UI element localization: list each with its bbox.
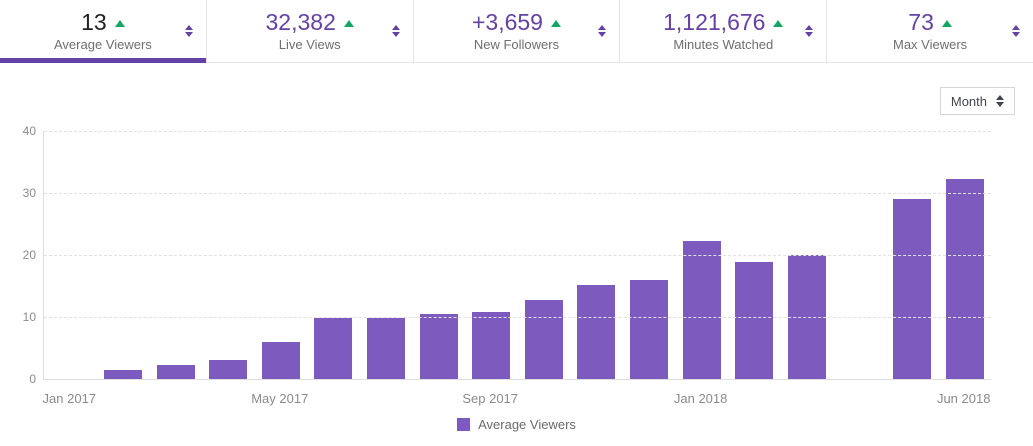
bar[interactable] <box>419 313 458 379</box>
bar-slot <box>570 131 623 379</box>
stat-value: 32,382 <box>265 8 336 35</box>
bar[interactable] <box>209 360 248 379</box>
stat-value-row: 73 <box>908 10 952 34</box>
y-axis-label: 10 <box>22 310 36 324</box>
bar-slot <box>886 131 939 379</box>
x-axis-label: Jun 2018 <box>936 391 991 406</box>
sort-icon[interactable] <box>598 25 607 37</box>
stat-tab[interactable]: 32,382 Live Views <box>207 0 414 62</box>
stat-label: Max Viewers <box>892 37 968 53</box>
sort-icon[interactable] <box>805 25 814 37</box>
x-axis-label: Jan 2017 <box>42 391 97 406</box>
stat-label: Average Viewers <box>53 37 152 53</box>
stat-value-row: 1,121,676 <box>663 8 784 35</box>
x-axis-label: Jan 2018 <box>673 391 728 406</box>
bar[interactable] <box>261 341 300 379</box>
interval-select[interactable]: Month <box>939 87 1015 115</box>
bar[interactable] <box>735 262 774 379</box>
bar[interactable] <box>577 285 616 379</box>
stat-label: Minutes Watched <box>673 37 774 53</box>
gridline <box>44 317 991 318</box>
stat-tab[interactable]: 73 Max Viewers <box>827 0 1033 62</box>
y-axis-label: 0 <box>29 372 36 386</box>
y-axis-label: 40 <box>22 124 36 138</box>
legend-swatch <box>457 418 471 431</box>
stat-tab[interactable]: +3,659 New Followers <box>414 0 621 62</box>
bar-slot <box>728 131 781 379</box>
bar[interactable] <box>893 199 932 379</box>
bar[interactable] <box>156 364 195 379</box>
chevron-up-down-icon <box>996 95 1004 107</box>
stat-value-row: +3,659 <box>472 10 561 34</box>
bar-slot <box>938 131 991 379</box>
stat-value-row: 13 <box>81 10 125 34</box>
legend-label: Average Viewers <box>478 417 576 432</box>
gridline <box>44 255 991 256</box>
gridline <box>44 193 991 194</box>
bar-slot <box>675 131 728 379</box>
y-axis-label: 20 <box>22 248 36 262</box>
stat-value: 1,121,676 <box>663 8 766 35</box>
legend: Average Viewers <box>43 417 990 432</box>
sort-icon[interactable] <box>184 25 193 37</box>
x-axis-label: May 2017 <box>251 391 309 406</box>
trend-up-icon <box>773 19 784 27</box>
trend-up-icon <box>941 19 952 27</box>
bar[interactable] <box>524 300 563 379</box>
bar-chart <box>43 131 991 380</box>
bar-slot <box>517 131 570 379</box>
stat-value: 13 <box>81 8 107 35</box>
bar[interactable] <box>682 240 721 379</box>
stat-label: Live Views <box>278 37 341 53</box>
interval-select-label: Month <box>950 93 987 109</box>
bar-slot <box>360 131 413 379</box>
trend-up-icon <box>343 19 354 27</box>
bar[interactable] <box>103 369 142 379</box>
stat-value: +3,659 <box>471 8 543 35</box>
gridline <box>44 131 991 132</box>
bar[interactable] <box>314 318 353 379</box>
stat-label: New Followers <box>473 37 560 53</box>
bar-slot <box>97 131 150 379</box>
stats-tabbar: 13 Average Viewers 32,382 Live Views +3,659 N… <box>0 0 1033 63</box>
stat-tab[interactable]: 13 Average Viewers <box>0 0 207 63</box>
sort-icon[interactable] <box>1011 25 1020 37</box>
bar-slot <box>465 131 518 379</box>
stat-value: 73 <box>908 8 934 35</box>
bar-slot <box>149 131 202 379</box>
y-axis: 0 10 20 30 40 <box>0 124 36 386</box>
bar[interactable] <box>366 318 405 379</box>
sort-icon[interactable] <box>391 25 400 37</box>
stat-tab[interactable]: 1,121,676 Minutes Watched <box>620 0 828 62</box>
trend-up-icon <box>114 19 125 27</box>
bar-slot <box>623 131 676 379</box>
bar-slot <box>254 131 307 379</box>
bar-slot <box>412 131 465 379</box>
y-axis-label: 30 <box>22 186 36 200</box>
bar-slot <box>202 131 255 379</box>
bar[interactable] <box>945 178 984 379</box>
bar-series <box>44 131 991 379</box>
x-axis-label: Sep 2017 <box>462 391 519 406</box>
bar[interactable] <box>630 279 668 379</box>
x-axis: Jan 2017 May 2017 Sep 2017 Jan 2018 Jun 2018 <box>42 389 991 407</box>
trend-up-icon <box>550 19 561 27</box>
bar-slot <box>307 131 360 379</box>
bar[interactable] <box>472 312 511 379</box>
stat-value-row: 32,382 <box>266 10 354 34</box>
chart-panel: Month 0 10 20 30 40 Jan 2017 May 2017 Sep 2017… <box>0 63 1033 446</box>
